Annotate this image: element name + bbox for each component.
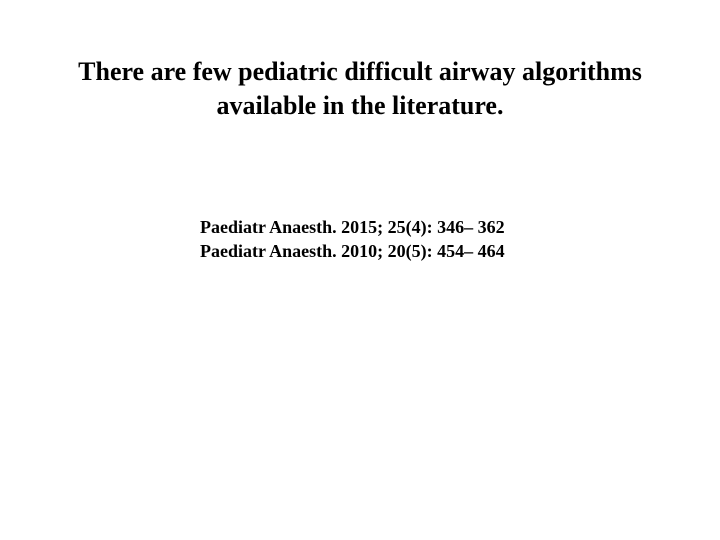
citation-line: Paediatr Anaesth. 2015; 25(4): 346– 362 <box>200 215 505 239</box>
citations-block: Paediatr Anaesth. 2015; 25(4): 346– 362 … <box>200 215 505 264</box>
citation-line: Paediatr Anaesth. 2010; 20(5): 454– 464 <box>200 239 505 263</box>
slide-title: There are few pediatric difficult airway… <box>45 55 675 123</box>
